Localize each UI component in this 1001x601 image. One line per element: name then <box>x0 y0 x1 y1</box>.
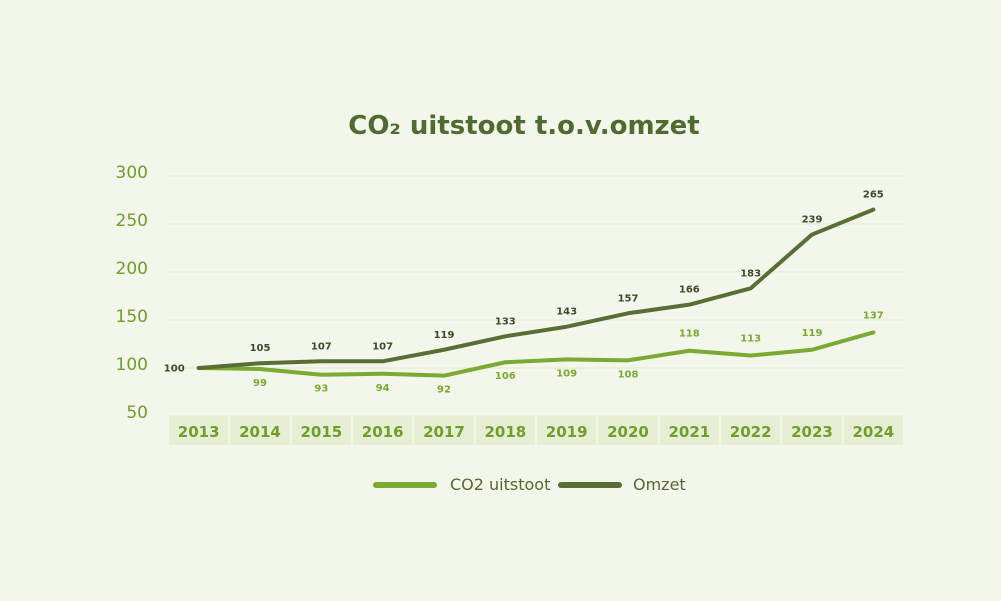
x-tick-label: 2018 <box>484 423 526 441</box>
data-label: 113 <box>740 334 761 345</box>
y-tick-label: 100 <box>116 355 148 375</box>
y-tick-label: 200 <box>116 259 148 279</box>
data-label: 265 <box>863 190 884 201</box>
legend: CO2 uitstoot Omzet <box>373 475 686 494</box>
series-lines <box>196 207 876 378</box>
x-tick-label: 2022 <box>730 423 772 441</box>
data-label: 119 <box>802 328 823 339</box>
x-tick-label: 2017 <box>423 423 465 441</box>
x-tick-label: 2016 <box>362 423 404 441</box>
x-tick-label: 2014 <box>239 423 281 441</box>
y-tick-label: 250 <box>116 211 148 231</box>
data-label: 107 <box>372 341 393 352</box>
x-tick-label: 2013 <box>178 423 220 441</box>
x-tick-label: 2021 <box>668 423 710 441</box>
data-label: 105 <box>250 343 271 354</box>
series-line-0 <box>196 330 876 378</box>
y-tick-label: 300 <box>116 163 148 183</box>
x-tick-label: 2023 <box>791 423 833 441</box>
axes: 300 250 200 150 100 50 2013 2014 2015 2016 2017 201… <box>116 163 905 445</box>
data-labels: 100 105 107 107 119 133 143 157 166 183 239 265 99 93… <box>164 190 884 396</box>
series-line-1 <box>196 207 876 370</box>
data-label: 108 <box>618 369 639 380</box>
data-label: 183 <box>740 268 761 279</box>
data-label: 119 <box>434 330 455 341</box>
data-label: 100 <box>164 364 185 375</box>
data-label: 157 <box>618 293 639 304</box>
data-label: 137 <box>863 310 884 321</box>
data-label: 239 <box>802 215 823 226</box>
data-label: 118 <box>679 329 700 340</box>
chart-title: CO₂ uitstoot t.o.v.omzet <box>348 111 699 141</box>
data-label: 166 <box>679 285 700 296</box>
legend-label: Omzet <box>633 475 686 494</box>
legend-label: CO2 uitstoot <box>450 475 550 494</box>
data-label: 106 <box>495 371 516 382</box>
y-tick-label: 150 <box>116 307 148 327</box>
y-tick-label: 50 <box>126 403 148 423</box>
x-tick-label: 2020 <box>607 423 649 441</box>
data-label: 107 <box>311 341 332 352</box>
data-label: 99 <box>253 378 267 389</box>
x-tick-label: 2024 <box>852 423 894 441</box>
data-label: 143 <box>556 307 577 318</box>
data-label: 109 <box>556 368 577 379</box>
data-label: 133 <box>495 316 516 327</box>
x-tick-label: 2019 <box>546 423 588 441</box>
data-label: 93 <box>314 384 328 395</box>
data-label: 94 <box>376 383 390 394</box>
grid <box>168 175 904 417</box>
x-tick-label: 2015 <box>300 423 342 441</box>
data-label: 92 <box>437 385 451 396</box>
